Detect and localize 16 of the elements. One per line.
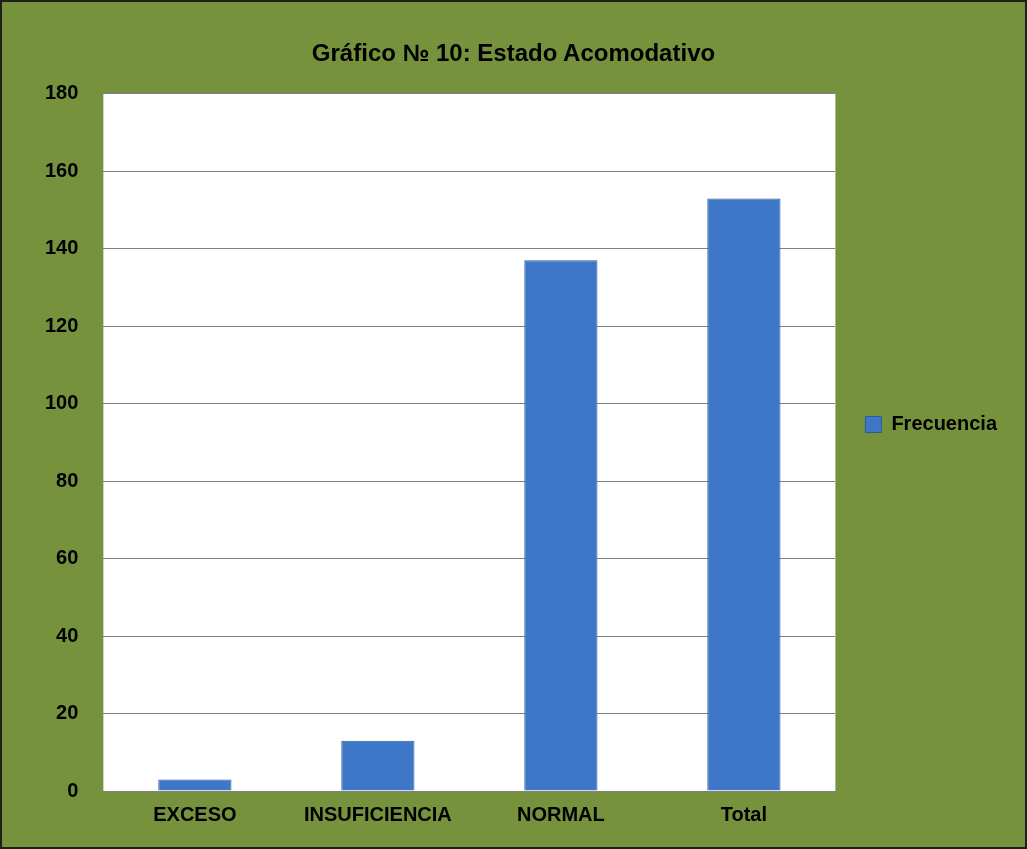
y-tick-label: 120 — [44, 313, 79, 336]
y-tick-label: 160 — [44, 158, 79, 181]
chart-title: Gráfico № 10: Estado Acomodativo — [311, 39, 716, 67]
y-tick-label: 20 — [56, 701, 79, 724]
y-tick-label: 180 — [44, 81, 79, 104]
y-tick-label: 60 — [56, 546, 79, 569]
x-tick-label: EXCESO — [153, 802, 237, 825]
legend-label: Frecuencia — [891, 412, 998, 435]
x-tick-label: NORMAL — [517, 802, 605, 825]
x-tick-label: Total — [720, 802, 768, 825]
y-tick-label: 0 — [67, 778, 79, 801]
y-tick-label: 40 — [56, 623, 79, 646]
y-tick-label: 140 — [44, 236, 79, 259]
x-tick-label: INSUFICIENCIA — [303, 802, 452, 825]
y-tick-label: 80 — [56, 468, 79, 491]
y-tick-label: 100 — [44, 391, 79, 414]
